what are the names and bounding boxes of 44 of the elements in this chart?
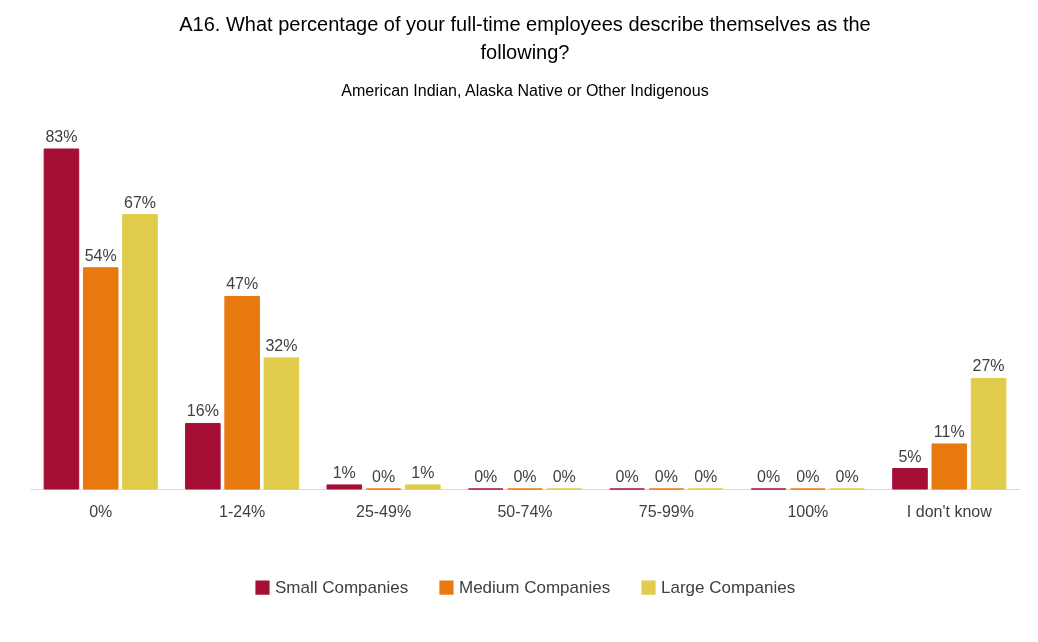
x-tick-label: 25-49%	[355, 502, 412, 520]
data-label: 1%	[332, 463, 356, 481]
bar	[931, 443, 968, 490]
data-label: 0%	[835, 468, 859, 485]
legend-label: Large Companies	[661, 577, 796, 597]
x-tick-label: 50-74%	[497, 502, 553, 520]
chart-subtitle: American Indian, Alaska Native or Other Indigenous	[341, 82, 709, 99]
data-label: 47%	[226, 275, 259, 293]
data-label: 32%	[265, 336, 298, 354]
bar	[43, 148, 80, 490]
x-tick-label: 1-24%	[219, 502, 266, 520]
bar	[892, 468, 928, 490]
data-label: 0%	[513, 468, 537, 485]
legend-label: Small Companies	[275, 577, 409, 597]
bar	[122, 214, 158, 490]
data-label: 0%	[654, 468, 678, 485]
bar	[185, 422, 221, 490]
data-label: 54%	[84, 246, 117, 264]
data-label: 0%	[552, 468, 576, 485]
legend-label: Medium Companies	[459, 577, 611, 597]
data-label: 0%	[796, 468, 820, 485]
data-label: 0%	[474, 468, 498, 485]
data-label: 5%	[898, 447, 922, 465]
data-label: 0%	[757, 468, 781, 485]
x-tick-label: 100%	[787, 502, 829, 520]
data-label: 11%	[933, 422, 965, 440]
chart-title: A16. What percentage of your full-time employees describe themselves as the following?	[179, 13, 871, 63]
data-label: 67%	[123, 193, 157, 211]
bar	[326, 484, 363, 490]
bar	[405, 484, 441, 490]
data-label: 27%	[972, 357, 1005, 375]
data-label: 83%	[45, 128, 78, 145]
x-tick-label: I don't know	[906, 502, 993, 520]
data-label: 0%	[372, 468, 396, 485]
bar	[82, 267, 119, 490]
x-tick-label: 0%	[89, 502, 113, 520]
bar	[970, 377, 1007, 490]
data-label: 0%	[615, 468, 639, 485]
bar	[224, 295, 260, 490]
data-label: 1%	[411, 463, 435, 481]
bar	[263, 357, 300, 490]
data-label: 0%	[694, 468, 718, 485]
x-tick-label: 75-99%	[638, 502, 695, 520]
data-label: 16%	[186, 402, 219, 420]
